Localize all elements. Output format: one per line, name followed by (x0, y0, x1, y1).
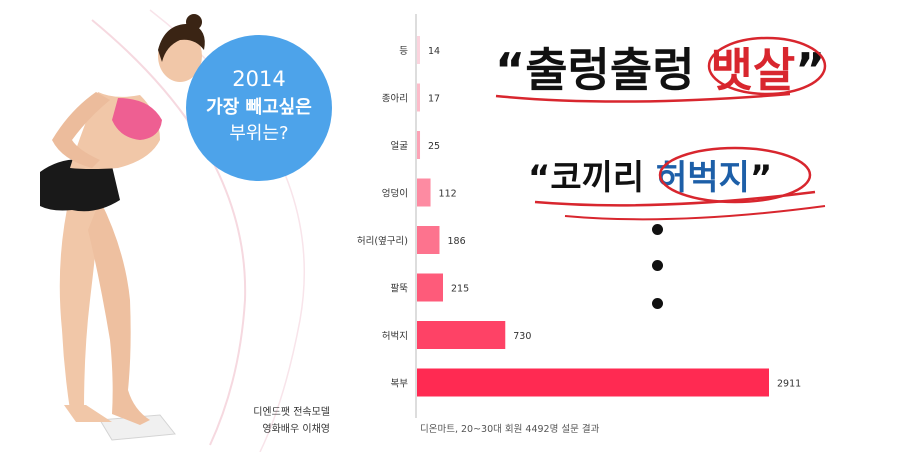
bubble-line-2: 가장 빼고싶은 (206, 97, 312, 118)
headline-2-word: 허벅지 (656, 158, 750, 198)
bar (417, 131, 421, 159)
ellipsis-dot (652, 260, 663, 271)
category-label: 종아리 (382, 94, 408, 105)
headline-1-word: 뱃살 (710, 43, 796, 97)
value-label: 14 (428, 46, 440, 57)
bar (417, 273, 443, 302)
headline-2: “코끼리 허벅지” (528, 150, 772, 199)
value-label: 730 (513, 331, 531, 342)
bubble-year: 2014 (232, 67, 286, 91)
chart-source: 디온마트, 20~30대 회원 4492명 설문 결과 (420, 424, 600, 435)
value-label: 186 (447, 236, 465, 247)
bar (417, 226, 440, 254)
ellipsis-dot (652, 224, 663, 235)
value-label: 25 (428, 141, 440, 152)
category-label: 허리(옆구리) (357, 236, 408, 247)
category-label: 팔뚝 (391, 283, 409, 295)
category-label: 복부 (391, 379, 409, 390)
bar (417, 178, 431, 207)
bar (417, 321, 506, 349)
value-label: 112 (439, 189, 457, 200)
headline-1: “출렁출렁 뱃살” (495, 34, 825, 100)
decorative-swirl (91, 19, 247, 446)
headline-1-prefix: “출렁출렁 (495, 43, 711, 97)
ellipsis-dot (652, 298, 663, 309)
value-label: 2911 (777, 379, 801, 390)
value-label: 17 (428, 94, 440, 105)
bar (417, 368, 769, 397)
bar (417, 83, 420, 112)
headline-2-suffix: ” (749, 158, 773, 198)
bubble-line-3: 부위는? (229, 123, 289, 144)
bar-chart: 등 14 종아리 17 얼굴 25 엉덩이 112 허리(옆구리) 186 팔뚝 215 허벅지 730 복… (357, 14, 801, 435)
category-label: 허벅지 (382, 331, 408, 342)
category-label: 엉덩이 (382, 188, 408, 200)
question-bubble: 2014 가장 빼고싶은 부위는? (186, 35, 332, 181)
category-label: 얼굴 (391, 141, 409, 152)
headline-1-scribble (495, 36, 827, 103)
value-label: 215 (451, 284, 469, 295)
headline-2-scribble (534, 146, 826, 221)
category-label: 등 (399, 46, 408, 57)
headline-2-prefix: “코끼리 (528, 158, 657, 198)
model-credit-line-2: 영화배우 이채영 (262, 424, 330, 435)
model-credit-line-1: 디엔드팻 전속모델 (253, 407, 330, 418)
bar (417, 36, 420, 64)
